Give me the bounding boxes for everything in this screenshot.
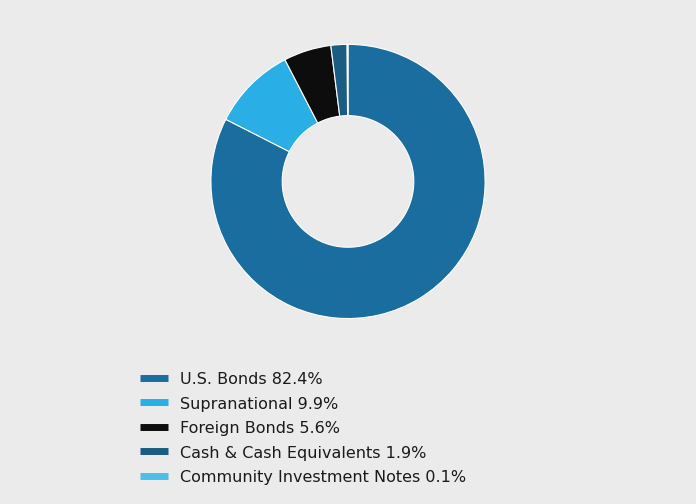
Wedge shape (211, 44, 485, 319)
Wedge shape (331, 44, 347, 116)
Legend: U.S. Bonds 82.4%, Supranational 9.9%, Foreign Bonds 5.6%, Cash & Cash Equivalent: U.S. Bonds 82.4%, Supranational 9.9%, Fo… (133, 365, 472, 491)
Wedge shape (285, 45, 340, 123)
Wedge shape (347, 44, 348, 115)
Wedge shape (226, 59, 318, 152)
